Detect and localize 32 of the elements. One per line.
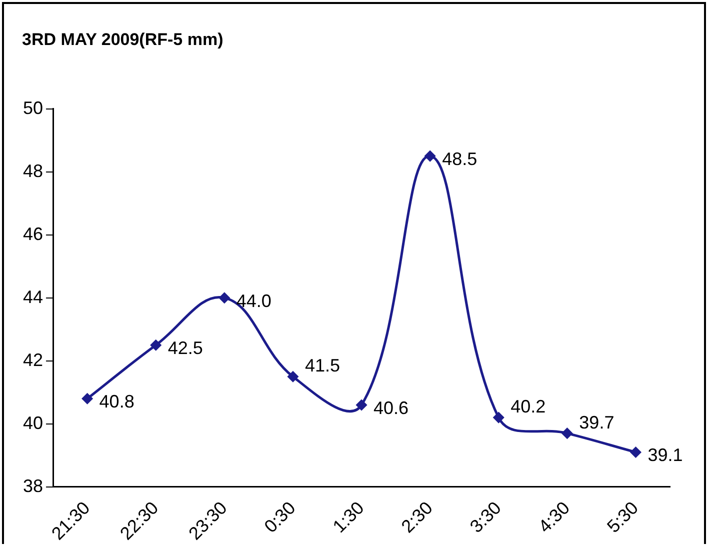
data-label: 40.8: [99, 392, 134, 412]
x-tick-label: 4:30: [534, 498, 574, 537]
x-tick-label: 1:30: [328, 498, 368, 537]
data-label: 40.2: [510, 396, 546, 417]
point: [219, 292, 230, 304]
point: [356, 400, 367, 410]
y-tick-label: 48: [22, 160, 44, 181]
point: [562, 428, 572, 439]
x-tick-label: 2:30: [397, 498, 436, 537]
data-label: 40.6: [374, 398, 409, 418]
point: [493, 412, 504, 423]
data-label: 48.5: [442, 149, 478, 170]
chart-title: 3RD MAY 2009(RF-5 mm): [22, 30, 224, 50]
y-tick-label: 38: [22, 476, 44, 496]
x-tick-label: 0:30: [260, 498, 300, 537]
point: [424, 150, 436, 162]
data-label: 39.1: [648, 445, 683, 466]
data-label: 41.5: [304, 356, 340, 376]
point: [150, 340, 162, 350]
x-tick-label: 5:30: [603, 498, 642, 537]
point: [288, 371, 298, 382]
y-tick-label: 46: [22, 224, 44, 244]
data-label: 42.5: [168, 338, 203, 358]
y-tick-label: 40: [22, 412, 44, 433]
point: [82, 393, 93, 404]
point: [630, 446, 641, 458]
data-label: 44.0: [236, 290, 272, 311]
x-tick-label: 3:30: [466, 498, 505, 537]
y-tick-label: 42: [22, 350, 44, 370]
y-tick-label: 44: [22, 286, 44, 307]
data-label: 39.7: [579, 412, 614, 432]
y-tick-label: 50: [22, 98, 44, 118]
